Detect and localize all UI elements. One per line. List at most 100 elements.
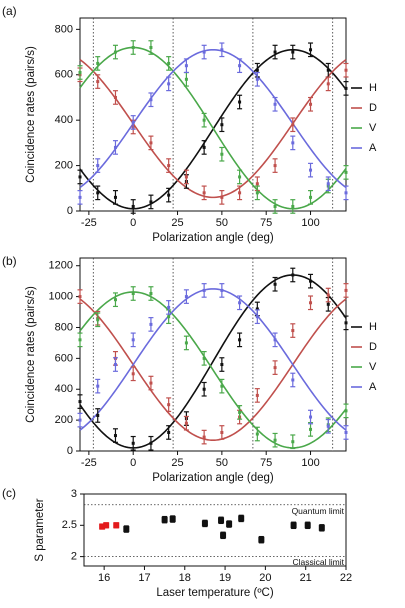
x-tick-label: 20 (259, 572, 271, 584)
x-tick-label: -25 (81, 457, 97, 469)
data-point (238, 64, 242, 68)
data-point (309, 168, 313, 172)
data-point (290, 522, 297, 529)
data-point (184, 64, 188, 68)
x-tick-label: 18 (179, 572, 191, 584)
y-tick-label: 600 (55, 69, 73, 81)
data-point (273, 338, 277, 342)
data-point (318, 524, 325, 531)
data-point (255, 307, 259, 311)
x-axis-label: Laser temperature (ºC) (156, 587, 273, 599)
plot-frame (79, 17, 347, 212)
data-point (78, 400, 82, 404)
y-tick-label: 400 (55, 114, 73, 126)
data-point (78, 338, 82, 342)
y-axis-label: Coincidence rates (pairs/s) (25, 286, 37, 423)
data-point (113, 50, 117, 54)
data-point (309, 415, 313, 419)
data-point (238, 410, 242, 414)
fit-curve-h (79, 274, 347, 449)
data-point (202, 288, 206, 292)
data-point (184, 175, 188, 179)
y-axis-label: Coincidence rates (pairs/s) (25, 46, 37, 183)
fit-curve-v (79, 291, 347, 449)
data-point (78, 70, 82, 74)
data-point (167, 315, 171, 319)
x-axis-label: Polarization angle (deg) (152, 232, 274, 244)
data-point (291, 273, 295, 277)
data-point (202, 118, 206, 122)
data-point (167, 305, 171, 309)
data-point (238, 338, 242, 342)
data-point (161, 516, 168, 523)
data-point (238, 175, 242, 179)
legend-label-v: V (369, 361, 377, 373)
data-point (131, 204, 135, 208)
data-point (255, 68, 259, 72)
data-point (255, 77, 259, 81)
data-point (78, 175, 82, 179)
panel-label: (b) (2, 254, 17, 268)
data-point (258, 536, 265, 543)
data-point (255, 182, 259, 186)
y-tick-label: 2 (71, 551, 77, 563)
data-point (326, 424, 330, 428)
y-tick-label: 200 (55, 159, 73, 171)
data-point (103, 522, 110, 529)
data-point (291, 50, 295, 54)
data-point (220, 123, 224, 127)
data-point (202, 50, 206, 54)
data-point (96, 384, 100, 388)
data-point (273, 204, 277, 208)
fit-curve-v (79, 46, 347, 210)
data-point (220, 532, 227, 539)
data-point (113, 195, 117, 199)
data-point (96, 164, 100, 168)
data-point (113, 363, 117, 367)
data-point (96, 191, 100, 195)
data-point (273, 102, 277, 106)
data-point (149, 292, 153, 296)
data-point (167, 164, 171, 168)
data-point (238, 100, 242, 104)
y-tick-label: 3 (71, 488, 77, 500)
data-point (326, 82, 330, 86)
plot-frame (83, 493, 347, 567)
panel-label: (c) (2, 486, 16, 500)
y-tick-label: 0 (67, 445, 73, 457)
data-point (238, 191, 242, 195)
data-point (344, 191, 348, 195)
data-point (255, 315, 259, 319)
legend-label-a: A (369, 142, 377, 154)
data-point (291, 123, 295, 127)
data-point (113, 522, 120, 529)
data-point (149, 200, 153, 204)
data-point (202, 387, 206, 391)
data-point (184, 421, 188, 425)
data-point (255, 393, 259, 397)
x-tick-label: -25 (81, 217, 97, 229)
x-tick-label: 21 (300, 572, 312, 584)
data-point (218, 517, 225, 524)
series-v (77, 286, 349, 450)
data-point (113, 434, 117, 438)
data-point (131, 120, 135, 124)
data-point (309, 102, 313, 106)
data-point (167, 82, 171, 86)
data-point (149, 141, 153, 145)
data-point (273, 164, 277, 168)
data-point (273, 282, 277, 286)
data-point (309, 301, 313, 305)
data-point (78, 295, 82, 299)
data-point (291, 204, 295, 208)
data-point (220, 48, 224, 52)
panel-a: (a) -25 0 25 50 75 100 0 200 400 600 800 Polarizatio… (2, 4, 377, 244)
data-point (201, 520, 208, 527)
data-point (149, 441, 153, 445)
data-point (99, 523, 106, 530)
x-tick-label: 16 (98, 572, 110, 584)
series-0 (99, 522, 120, 530)
data-point (344, 321, 348, 325)
